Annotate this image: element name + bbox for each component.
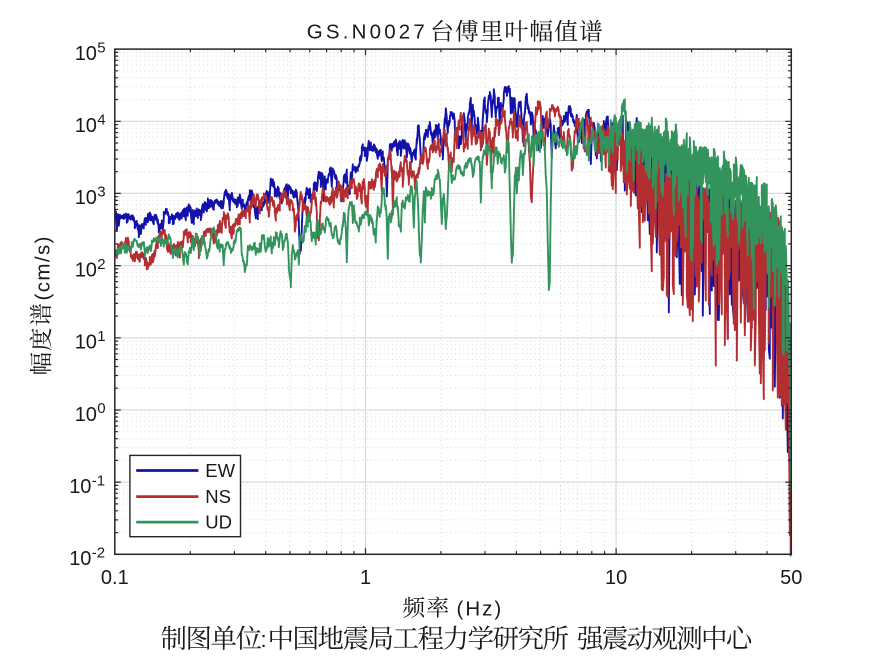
svg-text:10: 10 xyxy=(605,567,627,589)
svg-text:10: 10 xyxy=(75,404,97,426)
svg-text:0.1: 0.1 xyxy=(101,567,129,589)
svg-text:10: 10 xyxy=(69,476,91,498)
svg-text:(cm/s): (cm/s) xyxy=(32,235,55,300)
svg-text:-2: -2 xyxy=(92,545,105,562)
svg-text:5: 5 xyxy=(97,39,105,56)
svg-text:NS: NS xyxy=(205,486,231,507)
svg-text:(Hz): (Hz) xyxy=(457,598,504,621)
svg-text:10: 10 xyxy=(75,332,97,354)
svg-text:10: 10 xyxy=(75,43,97,65)
svg-text:-1: -1 xyxy=(92,472,105,489)
svg-text:2: 2 xyxy=(97,256,105,273)
svg-text:1: 1 xyxy=(360,567,371,589)
svg-text:3: 3 xyxy=(97,184,105,201)
svg-text:10: 10 xyxy=(75,187,97,209)
svg-text:10: 10 xyxy=(69,548,91,570)
svg-text:1: 1 xyxy=(97,328,105,345)
svg-text:GS.N0027: GS.N0027 xyxy=(307,21,428,44)
svg-text:10: 10 xyxy=(75,115,97,137)
svg-text:EW: EW xyxy=(205,460,235,481)
svg-text:0: 0 xyxy=(97,400,105,417)
svg-text::: : xyxy=(261,627,267,652)
svg-text:UD: UD xyxy=(205,512,232,533)
svg-text:10: 10 xyxy=(75,259,97,281)
svg-text:50: 50 xyxy=(780,567,802,589)
svg-text:4: 4 xyxy=(97,112,105,129)
